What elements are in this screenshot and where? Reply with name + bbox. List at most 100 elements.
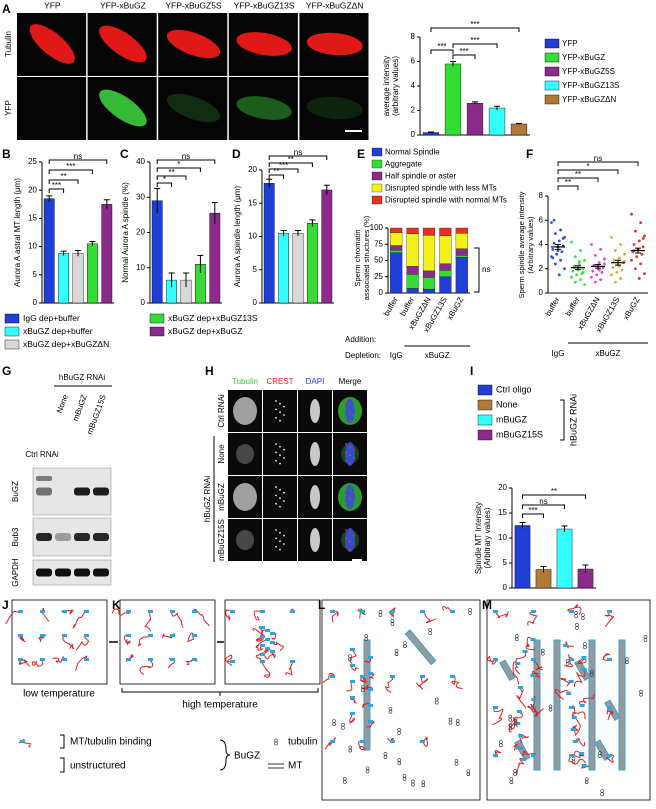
kinetochore-signal [349,445,351,448]
kinetochore-signal [349,402,351,405]
legend-label: Half spindle or aster [385,172,456,181]
legend-label: xBuGZ dep+xBuGZ [168,326,242,336]
error-bar [582,564,589,573]
bar-segment [422,234,436,272]
blot-band [74,487,90,496]
error-bar [46,195,53,202]
blot-band [36,568,52,577]
data-point [590,243,593,246]
data-point [594,280,597,284]
bugz-molecule [252,626,263,634]
y-tick-label: 25 [374,272,383,281]
tubulin [600,792,604,796]
tubulin [468,608,472,612]
data-point [597,261,601,265]
binding-domain [18,634,23,637]
data-point [552,218,556,222]
bar-segment [439,276,452,294]
binding-domain [192,610,197,613]
tubulin [343,777,347,781]
mt-icon [268,763,284,769]
binding-domain [493,658,498,661]
data-point [637,277,641,280]
tubulin [508,717,513,722]
tubulin [575,626,579,630]
bugz-molecule [75,655,88,671]
significance-bracket [268,162,313,167]
binding-domain [330,675,335,678]
tubulin [499,740,503,744]
bugz-molecule [193,608,210,627]
kinetochore-signal [349,548,351,551]
tubulin [571,756,576,761]
data-point [561,237,565,240]
significance-bracket [48,188,65,193]
data-point [551,256,555,260]
binding-domain [581,764,587,767]
data-point [581,270,585,274]
significance-label: *** [470,20,479,29]
legend-label: YFP-xBuGZΔN [562,95,616,104]
data-point [634,267,637,271]
binding-domain [569,658,574,661]
error-bar [555,244,561,250]
significance-bracket [557,161,639,166]
kinetochore-signal [345,486,347,488]
bar-segment [406,227,419,234]
tubulin [499,743,503,748]
tubulin [590,673,594,677]
tubulin [341,726,345,730]
data-point [637,239,641,243]
micrograph [263,476,297,518]
tubulin [513,769,517,773]
tubulin [575,623,579,627]
bugz-molecule [366,721,375,728]
kinetochore-signal [283,405,285,408]
y-tick-label: 6 [411,57,416,66]
blot-band [93,487,109,496]
significance-bracket [268,174,285,179]
bugz-molecule [567,604,582,616]
data-point [630,212,633,216]
panel-letter: G [2,364,11,378]
bugz-molecule [532,659,543,671]
blot-band [93,568,109,577]
y-tick-label: 10 [498,533,507,542]
bugz-molecule [263,648,270,654]
microtubule [594,739,611,762]
bracket [121,688,319,696]
binding-domain [350,712,355,715]
condition-label: high temperature [182,700,258,711]
column-label: Tubulin [232,377,258,386]
bugz-molecule [52,656,65,663]
tubulin [365,769,370,774]
tubulin [348,654,352,658]
binding-domain [521,758,527,761]
kinetochore-signal [345,443,347,445]
micrograph [263,519,297,561]
binding-domain [516,710,522,713]
binding-domain [330,740,335,743]
binding-domain [531,658,536,661]
binding-domain [62,634,67,637]
x-tick-label: xBuGZ [621,295,641,321]
data-point [570,275,573,279]
significance-bracket [557,185,579,190]
legend-swatch [371,183,383,193]
error-bar [168,272,175,288]
binding-domain [579,752,585,755]
kinetochore-signal [349,419,351,422]
significance-label: ** [551,487,557,496]
tubulin [365,766,370,771]
bar-segment [390,227,403,233]
chromatin-signal [310,528,320,552]
tubulin [402,777,407,781]
tubulin [565,658,570,663]
bugz-molecule [257,645,264,651]
tubulin [448,717,453,722]
y-tick-label: 4 [411,81,416,90]
binding-domain [493,610,498,613]
tubulin [625,660,629,665]
y-tick-label: 5 [503,558,508,567]
data-point [603,257,606,261]
